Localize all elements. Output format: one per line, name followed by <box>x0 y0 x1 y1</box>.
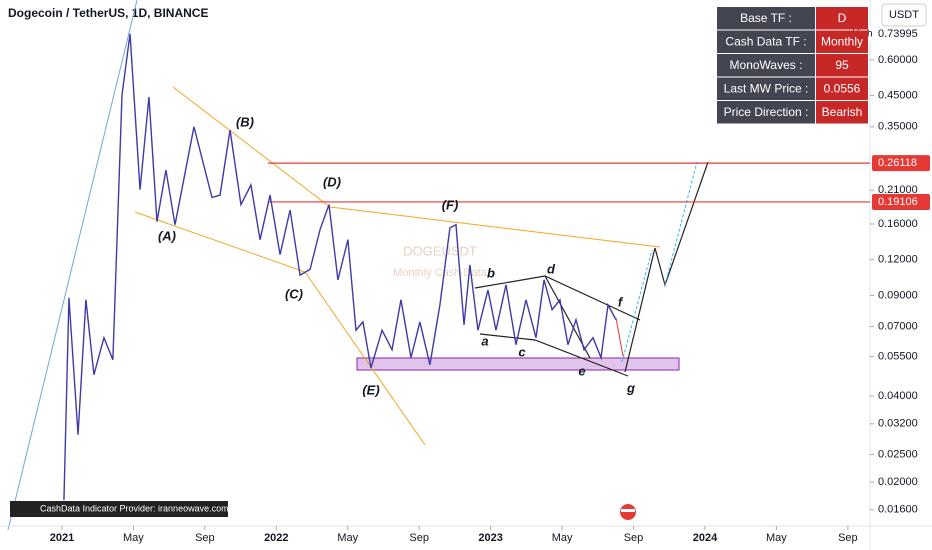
wave-label: e <box>578 363 585 378</box>
wave-label: g <box>626 380 635 395</box>
x-tick-label: May <box>337 532 358 544</box>
wave-label: (A) <box>158 228 176 243</box>
price-tag <box>872 155 930 172</box>
currency-box <box>881 3 927 27</box>
y-tick-label: 0.21000 <box>878 184 918 196</box>
y-tick-label: 0.16000 <box>878 218 918 230</box>
table-value-cell <box>816 101 868 124</box>
table-label-cell <box>717 30 815 53</box>
price-line-series <box>63 33 617 501</box>
table-label: Price Direction : <box>724 105 809 119</box>
x-tick-label: 2021 <box>50 532 74 544</box>
x-tick-label: 2023 <box>478 532 502 544</box>
x-tick-label: Sep <box>195 532 215 544</box>
y-tick-label: 0.03200 <box>878 418 918 430</box>
table-label-cell <box>717 7 815 30</box>
watermark: DOGEUSDT <box>403 243 477 258</box>
y-tick-label: 0.05500 <box>878 350 918 362</box>
table-label-cell <box>717 101 815 124</box>
price-label: 0.19106 <box>878 196 918 208</box>
price-label: 0.26118 <box>878 157 917 169</box>
wave-label: (E) <box>362 382 379 397</box>
table-value: Monthly <box>821 35 863 49</box>
x-tick-label: Sep <box>624 532 644 544</box>
table-value-cell <box>816 7 868 30</box>
wave-label: c <box>518 344 526 359</box>
drawings <box>134 86 709 522</box>
table-label: MonoWaves : <box>730 58 803 72</box>
wave-label: (C) <box>285 286 303 301</box>
wave-label: b <box>487 265 495 280</box>
y-tick-label: 0.02000 <box>878 476 918 488</box>
wave-label: d <box>547 261 556 276</box>
y-tick-label: 0.45000 <box>878 90 918 102</box>
y-tick-label: 0.60000 <box>878 54 918 66</box>
y-tick-label: 0.04000 <box>878 390 918 402</box>
y-tick-label: 0.01600 <box>878 504 918 516</box>
wave-label: (F) <box>442 197 459 212</box>
price-tag <box>872 193 930 210</box>
table-label: Cash Data TF : <box>725 35 806 49</box>
y-tick-label: 0.07000 <box>878 321 918 333</box>
trend-line <box>7 0 138 531</box>
x-tick-label: 2022 <box>264 532 288 544</box>
x-tick-label: May <box>123 532 144 544</box>
support-zone <box>356 357 680 371</box>
watermark: Monthly Cash Data <box>393 267 487 279</box>
y-tick-label: 0.35000 <box>878 121 918 133</box>
x-tick-label: Sep <box>838 532 858 544</box>
table-label-cell <box>717 77 815 100</box>
wave-label: f <box>618 294 624 309</box>
x-tick-label: 2024 <box>693 532 718 544</box>
table-value: 95 <box>835 58 849 72</box>
table-label-cell <box>717 54 815 77</box>
footer-box <box>10 501 228 517</box>
footer: CashData Indicator Provider: iranneowave… <box>40 503 229 513</box>
y-tick-label: 0.09000 <box>878 289 918 301</box>
table-value-cell <box>816 54 868 77</box>
x-tick-label: May <box>766 532 787 544</box>
table-value: D <box>838 11 847 25</box>
info-table: Base TF : D Cash Data TF : Monthly MonoWaves… <box>717 7 868 124</box>
high-value: 0.73995 <box>878 28 918 40</box>
table-label: Last MW Price : <box>724 82 809 96</box>
table-value: 0.0556 <box>824 82 861 96</box>
table-label: Base TF : <box>740 11 792 25</box>
table-value: Bearish <box>822 105 863 119</box>
table-value-cell <box>816 77 868 100</box>
chart-title: Dogecoin / TetherUS, 1D, BINANCE <box>8 6 208 20</box>
wave-label: (B) <box>236 114 254 129</box>
table-value-cell <box>816 30 868 53</box>
y-tick-label: 0.02500 <box>878 448 918 460</box>
y-tick-label: 0.12000 <box>878 254 918 266</box>
currency: USDT <box>889 9 919 21</box>
x-tick-label: Sep <box>409 532 429 544</box>
wave-label: a <box>481 333 488 348</box>
x-tick-label: May <box>552 532 573 544</box>
wave-label: (D) <box>323 174 341 189</box>
